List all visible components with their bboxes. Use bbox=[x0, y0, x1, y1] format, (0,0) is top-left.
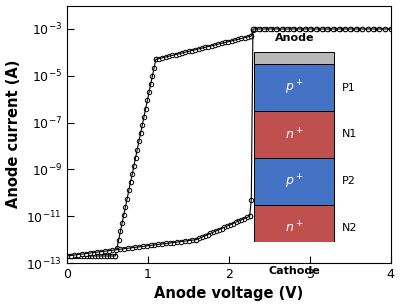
Y-axis label: Anode current (A): Anode current (A) bbox=[6, 60, 20, 208]
X-axis label: Anode voltage (V): Anode voltage (V) bbox=[154, 286, 303, 301]
